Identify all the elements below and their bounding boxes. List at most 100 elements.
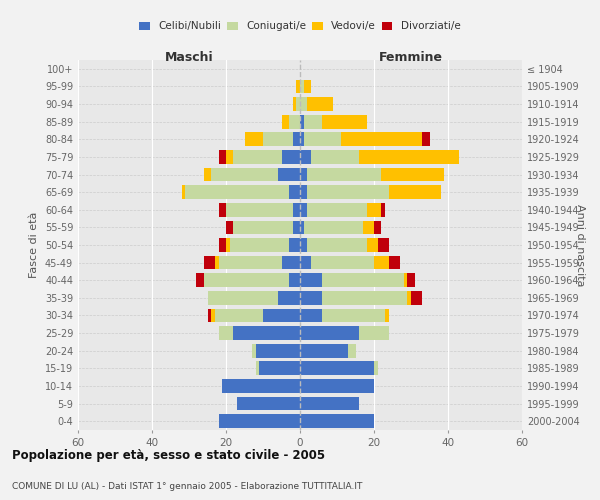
Bar [289, 115, 300, 128]
Bar [204, 256, 215, 270]
Bar [208, 291, 278, 304]
Bar [300, 344, 348, 358]
Bar [223, 379, 300, 393]
Bar [300, 80, 304, 94]
Bar [307, 238, 367, 252]
Text: COMUNE DI LU (AL) - Dati ISTAT 1° gennaio 2005 - Elaborazione TUTTITALIA.IT: COMUNE DI LU (AL) - Dati ISTAT 1° gennai… [12, 482, 362, 491]
Bar [263, 132, 293, 146]
Bar [300, 274, 322, 287]
Bar [233, 220, 293, 234]
Bar [300, 379, 374, 393]
Y-axis label: Fasce di età: Fasce di età [29, 212, 39, 278]
Text: Maschi: Maschi [164, 50, 214, 64]
Bar [215, 256, 218, 270]
Bar [296, 97, 300, 111]
Bar [389, 186, 440, 199]
Bar [300, 308, 322, 322]
Bar [300, 414, 374, 428]
Bar [300, 220, 304, 234]
Bar [311, 256, 374, 270]
Bar [300, 115, 304, 128]
Bar [252, 344, 256, 358]
Bar [218, 326, 233, 340]
Bar [300, 203, 307, 216]
Bar [196, 274, 204, 287]
Bar [293, 220, 300, 234]
Bar [378, 238, 389, 252]
Bar [208, 308, 211, 322]
Bar [304, 132, 341, 146]
Bar [363, 220, 374, 234]
Bar [278, 168, 300, 181]
Bar [348, 344, 355, 358]
Bar [289, 274, 300, 287]
Bar [233, 326, 300, 340]
Bar [304, 115, 322, 128]
Bar [296, 80, 300, 94]
Bar [300, 396, 359, 410]
Bar [300, 362, 374, 375]
Bar [263, 308, 300, 322]
Bar [293, 203, 300, 216]
Bar [407, 291, 411, 304]
Bar [300, 186, 307, 199]
Bar [218, 238, 226, 252]
Bar [245, 132, 263, 146]
Text: Femmine: Femmine [379, 50, 443, 64]
Bar [311, 150, 359, 164]
Bar [322, 115, 367, 128]
Bar [374, 220, 382, 234]
Bar [211, 308, 215, 322]
Bar [233, 150, 281, 164]
Bar [304, 220, 363, 234]
Bar [237, 396, 300, 410]
Bar [307, 186, 389, 199]
Bar [185, 186, 289, 199]
Bar [374, 256, 389, 270]
Bar [256, 362, 259, 375]
Bar [204, 168, 211, 181]
Bar [259, 362, 300, 375]
Bar [300, 326, 359, 340]
Bar [281, 256, 300, 270]
Bar [300, 132, 304, 146]
Bar [215, 308, 263, 322]
Text: Popolazione per età, sesso e stato civile - 2005: Popolazione per età, sesso e stato civil… [12, 450, 325, 462]
Bar [281, 115, 289, 128]
Bar [230, 238, 289, 252]
Bar [404, 274, 407, 287]
Bar [204, 274, 289, 287]
Y-axis label: Anni di nascita: Anni di nascita [575, 204, 585, 286]
Bar [226, 220, 233, 234]
Bar [407, 274, 415, 287]
Bar [256, 344, 300, 358]
Bar [300, 97, 307, 111]
Bar [300, 150, 311, 164]
Bar [281, 150, 300, 164]
Bar [218, 203, 226, 216]
Bar [300, 256, 311, 270]
Bar [307, 203, 367, 216]
Bar [226, 150, 233, 164]
Bar [218, 150, 226, 164]
Bar [293, 132, 300, 146]
Bar [359, 326, 389, 340]
Bar [289, 186, 300, 199]
Bar [300, 291, 322, 304]
Bar [389, 256, 400, 270]
Bar [278, 291, 300, 304]
Bar [293, 97, 296, 111]
Bar [226, 203, 293, 216]
Bar [182, 186, 185, 199]
Bar [307, 168, 382, 181]
Bar [374, 362, 378, 375]
Bar [300, 168, 307, 181]
Bar [289, 238, 300, 252]
Bar [211, 168, 278, 181]
Legend: Celibi/Nubili, Coniugati/e, Vedovi/e, Divorziati/e: Celibi/Nubili, Coniugati/e, Vedovi/e, Di… [135, 17, 465, 36]
Bar [422, 132, 430, 146]
Bar [385, 308, 389, 322]
Bar [382, 168, 444, 181]
Bar [322, 308, 385, 322]
Bar [367, 203, 382, 216]
